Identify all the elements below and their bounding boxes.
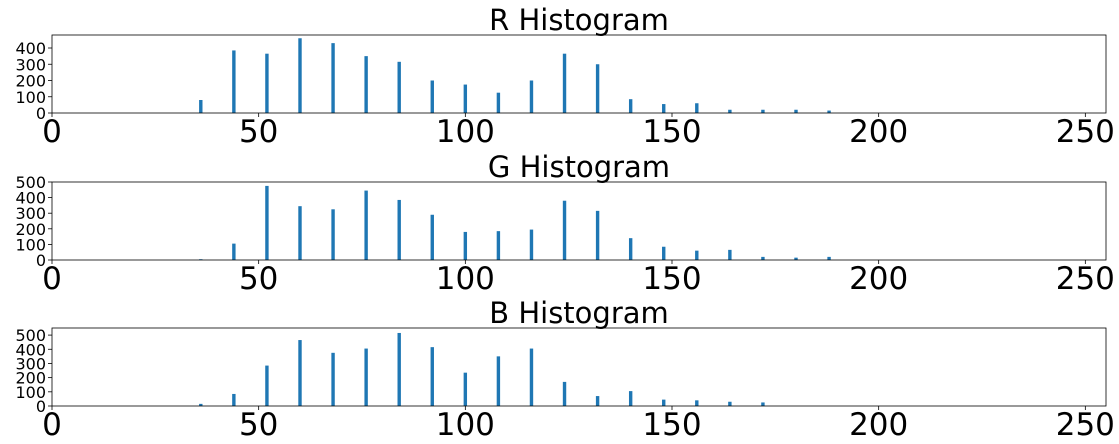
histogram-bar	[463, 372, 468, 406]
histogram-bar	[364, 348, 368, 406]
x-tick-label: 50	[239, 407, 278, 443]
x-tick-label: 200	[849, 407, 908, 443]
histogram-bar	[827, 110, 831, 113]
histogram-bar	[662, 104, 666, 113]
histogram-bar	[364, 56, 368, 114]
y-tick-label: 100	[15, 88, 46, 107]
histogram-bar	[794, 257, 798, 260]
y-tick-label: 300	[15, 354, 46, 373]
y-tick-label: 200	[15, 72, 46, 91]
histogram-bar	[628, 99, 633, 113]
x-tick-label: 0	[42, 114, 62, 150]
y-tick-label: 500	[15, 173, 46, 192]
histogram-bar	[761, 402, 765, 406]
histogram-bar	[496, 356, 501, 406]
histogram-bar	[232, 243, 236, 260]
y-tick-label: 0	[36, 397, 46, 416]
y-tick-label: 200	[15, 369, 46, 388]
histogram-bar	[695, 400, 699, 406]
histogram-bar	[728, 401, 732, 406]
histogram-bar	[529, 80, 534, 113]
chart-title: G Histogram	[488, 150, 670, 184]
x-tick-label: 250	[1056, 114, 1115, 150]
histogram-bar	[430, 80, 434, 113]
histogram-bar	[562, 200, 567, 260]
histogram-bar	[662, 246, 666, 260]
y-tick-label: 500	[15, 326, 46, 345]
x-tick-label: 0	[42, 261, 62, 297]
x-tick-label: 50	[239, 261, 278, 297]
chart-title: R Histogram	[489, 3, 669, 37]
histogram-bar	[265, 53, 269, 113]
histogram-bar	[628, 238, 633, 260]
y-tick-label: 400	[15, 39, 46, 58]
histogram-bar	[827, 256, 831, 260]
histogram-bar	[430, 214, 434, 260]
histogram-bar	[595, 210, 600, 260]
plot-frame	[51, 327, 1107, 407]
histogram-bar	[728, 249, 732, 260]
histogram-bar	[298, 38, 302, 113]
histogram-bar	[463, 231, 468, 260]
x-tick-label: 100	[436, 261, 495, 297]
histogram-bar	[397, 61, 401, 113]
x-tick-label: 150	[642, 114, 701, 150]
y-tick-label: 400	[15, 340, 46, 359]
x-tick-label: 150	[642, 407, 701, 443]
histogram-bar	[496, 92, 501, 113]
histogram-bar	[232, 50, 236, 113]
x-tick-label: 0	[42, 407, 62, 443]
x-tick-label: 150	[642, 261, 701, 297]
x-tick-label: 200	[849, 261, 908, 297]
histogram-bar	[562, 53, 567, 113]
y-tick-label: 400	[15, 189, 46, 208]
histogram-bar	[562, 381, 567, 406]
x-tick-label: 250	[1056, 407, 1115, 443]
histogram-bar	[761, 256, 765, 260]
histogram-bar	[199, 100, 203, 113]
histogram-bar	[298, 206, 302, 260]
histogram-bar	[728, 109, 732, 113]
y-tick-label: 100	[15, 235, 46, 254]
y-tick-label: 0	[36, 251, 46, 270]
histogram-bar	[595, 396, 600, 406]
histogram-bar	[331, 352, 335, 406]
histogram-bar	[761, 109, 765, 113]
y-tick-label: 0	[36, 104, 46, 123]
histogram-bar	[463, 84, 468, 113]
y-tick-label: 300	[15, 55, 46, 74]
histogram-bar	[529, 348, 534, 406]
histogram-bar	[628, 391, 633, 406]
x-tick-label: 200	[849, 114, 908, 150]
histogram-bar	[331, 43, 335, 114]
histogram-bar	[331, 209, 335, 260]
histogram-bar	[265, 365, 269, 406]
plot-frame	[51, 34, 1107, 114]
histogram-bar	[496, 231, 501, 260]
histogram-bar	[695, 103, 699, 113]
histogram-bar	[232, 393, 236, 406]
histogram-bar	[397, 332, 401, 406]
histogram-bar	[695, 250, 699, 260]
x-tick-label: 100	[436, 114, 495, 150]
histogram-bar	[199, 403, 203, 406]
histogram-bar	[430, 347, 434, 406]
x-tick-label: 50	[239, 114, 278, 150]
y-tick-label: 300	[15, 204, 46, 223]
histogram-bar	[529, 229, 534, 260]
y-tick-label: 200	[15, 220, 46, 239]
x-tick-label: 100	[436, 407, 495, 443]
histogram-bar	[364, 190, 368, 260]
histogram-bar	[298, 340, 302, 406]
histogram-bar	[397, 199, 401, 260]
histogram-bar	[595, 64, 600, 113]
histogram-bar	[662, 399, 666, 406]
y-tick-label: 100	[15, 383, 46, 402]
plot-frame	[51, 181, 1107, 261]
chart-title: B Histogram	[489, 296, 669, 330]
histogram-bar	[794, 109, 798, 113]
x-tick-label: 250	[1056, 261, 1115, 297]
histogram-bar	[265, 185, 269, 260]
